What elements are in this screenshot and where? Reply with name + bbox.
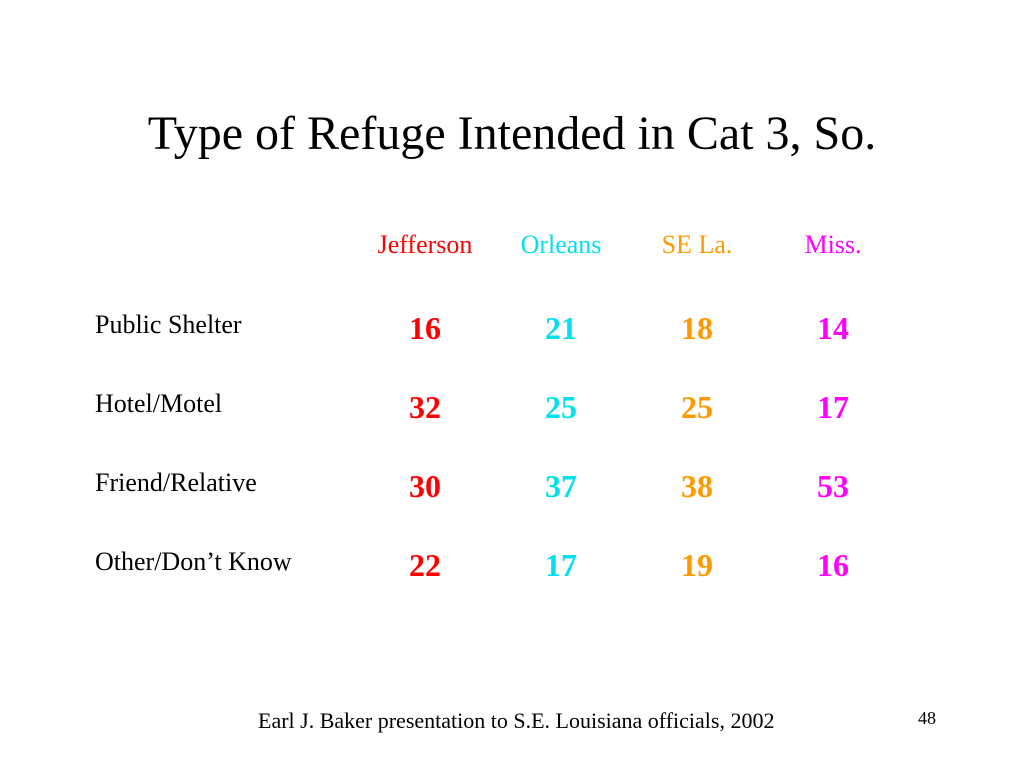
table-cell: 38 bbox=[681, 468, 713, 504]
table-cell: 30 bbox=[409, 468, 441, 504]
table-cell: 14 bbox=[817, 310, 849, 346]
table-cell: 25 bbox=[681, 389, 713, 425]
column-header-jefferson: Jefferson bbox=[377, 230, 473, 259]
column-header-orleans: Orleans bbox=[520, 230, 602, 259]
table-cell: 22 bbox=[409, 547, 441, 583]
footer-citation: Earl J. Baker presentation to S.E. Louis… bbox=[258, 708, 775, 733]
slide-title: Type of Refuge Intended in Cat 3, So. bbox=[147, 107, 877, 160]
table-cell: 18 bbox=[681, 310, 713, 346]
page-number: 48 bbox=[918, 708, 936, 728]
table-cell: 32 bbox=[409, 389, 441, 425]
table-cell: 37 bbox=[545, 468, 577, 504]
table-cell: 53 bbox=[817, 468, 849, 504]
row-label-other-dont-know: Other/Don’t Know bbox=[95, 547, 292, 576]
table-cell: 21 bbox=[545, 310, 577, 346]
row-label-friend-relative: Friend/Relative bbox=[95, 468, 257, 497]
table-cell: 25 bbox=[545, 389, 577, 425]
row-label-hotel-motel: Hotel/Motel bbox=[95, 389, 223, 418]
table-cell: 16 bbox=[817, 547, 849, 583]
column-header-se-la: SE La. bbox=[661, 230, 733, 259]
table-cell: 16 bbox=[409, 310, 441, 346]
row-label-public-shelter: Public Shelter bbox=[95, 310, 242, 339]
table-cell: 19 bbox=[681, 547, 713, 583]
table-cell: 17 bbox=[817, 389, 849, 425]
column-header-miss: Miss. bbox=[804, 230, 862, 259]
table-cell: 17 bbox=[545, 547, 577, 583]
